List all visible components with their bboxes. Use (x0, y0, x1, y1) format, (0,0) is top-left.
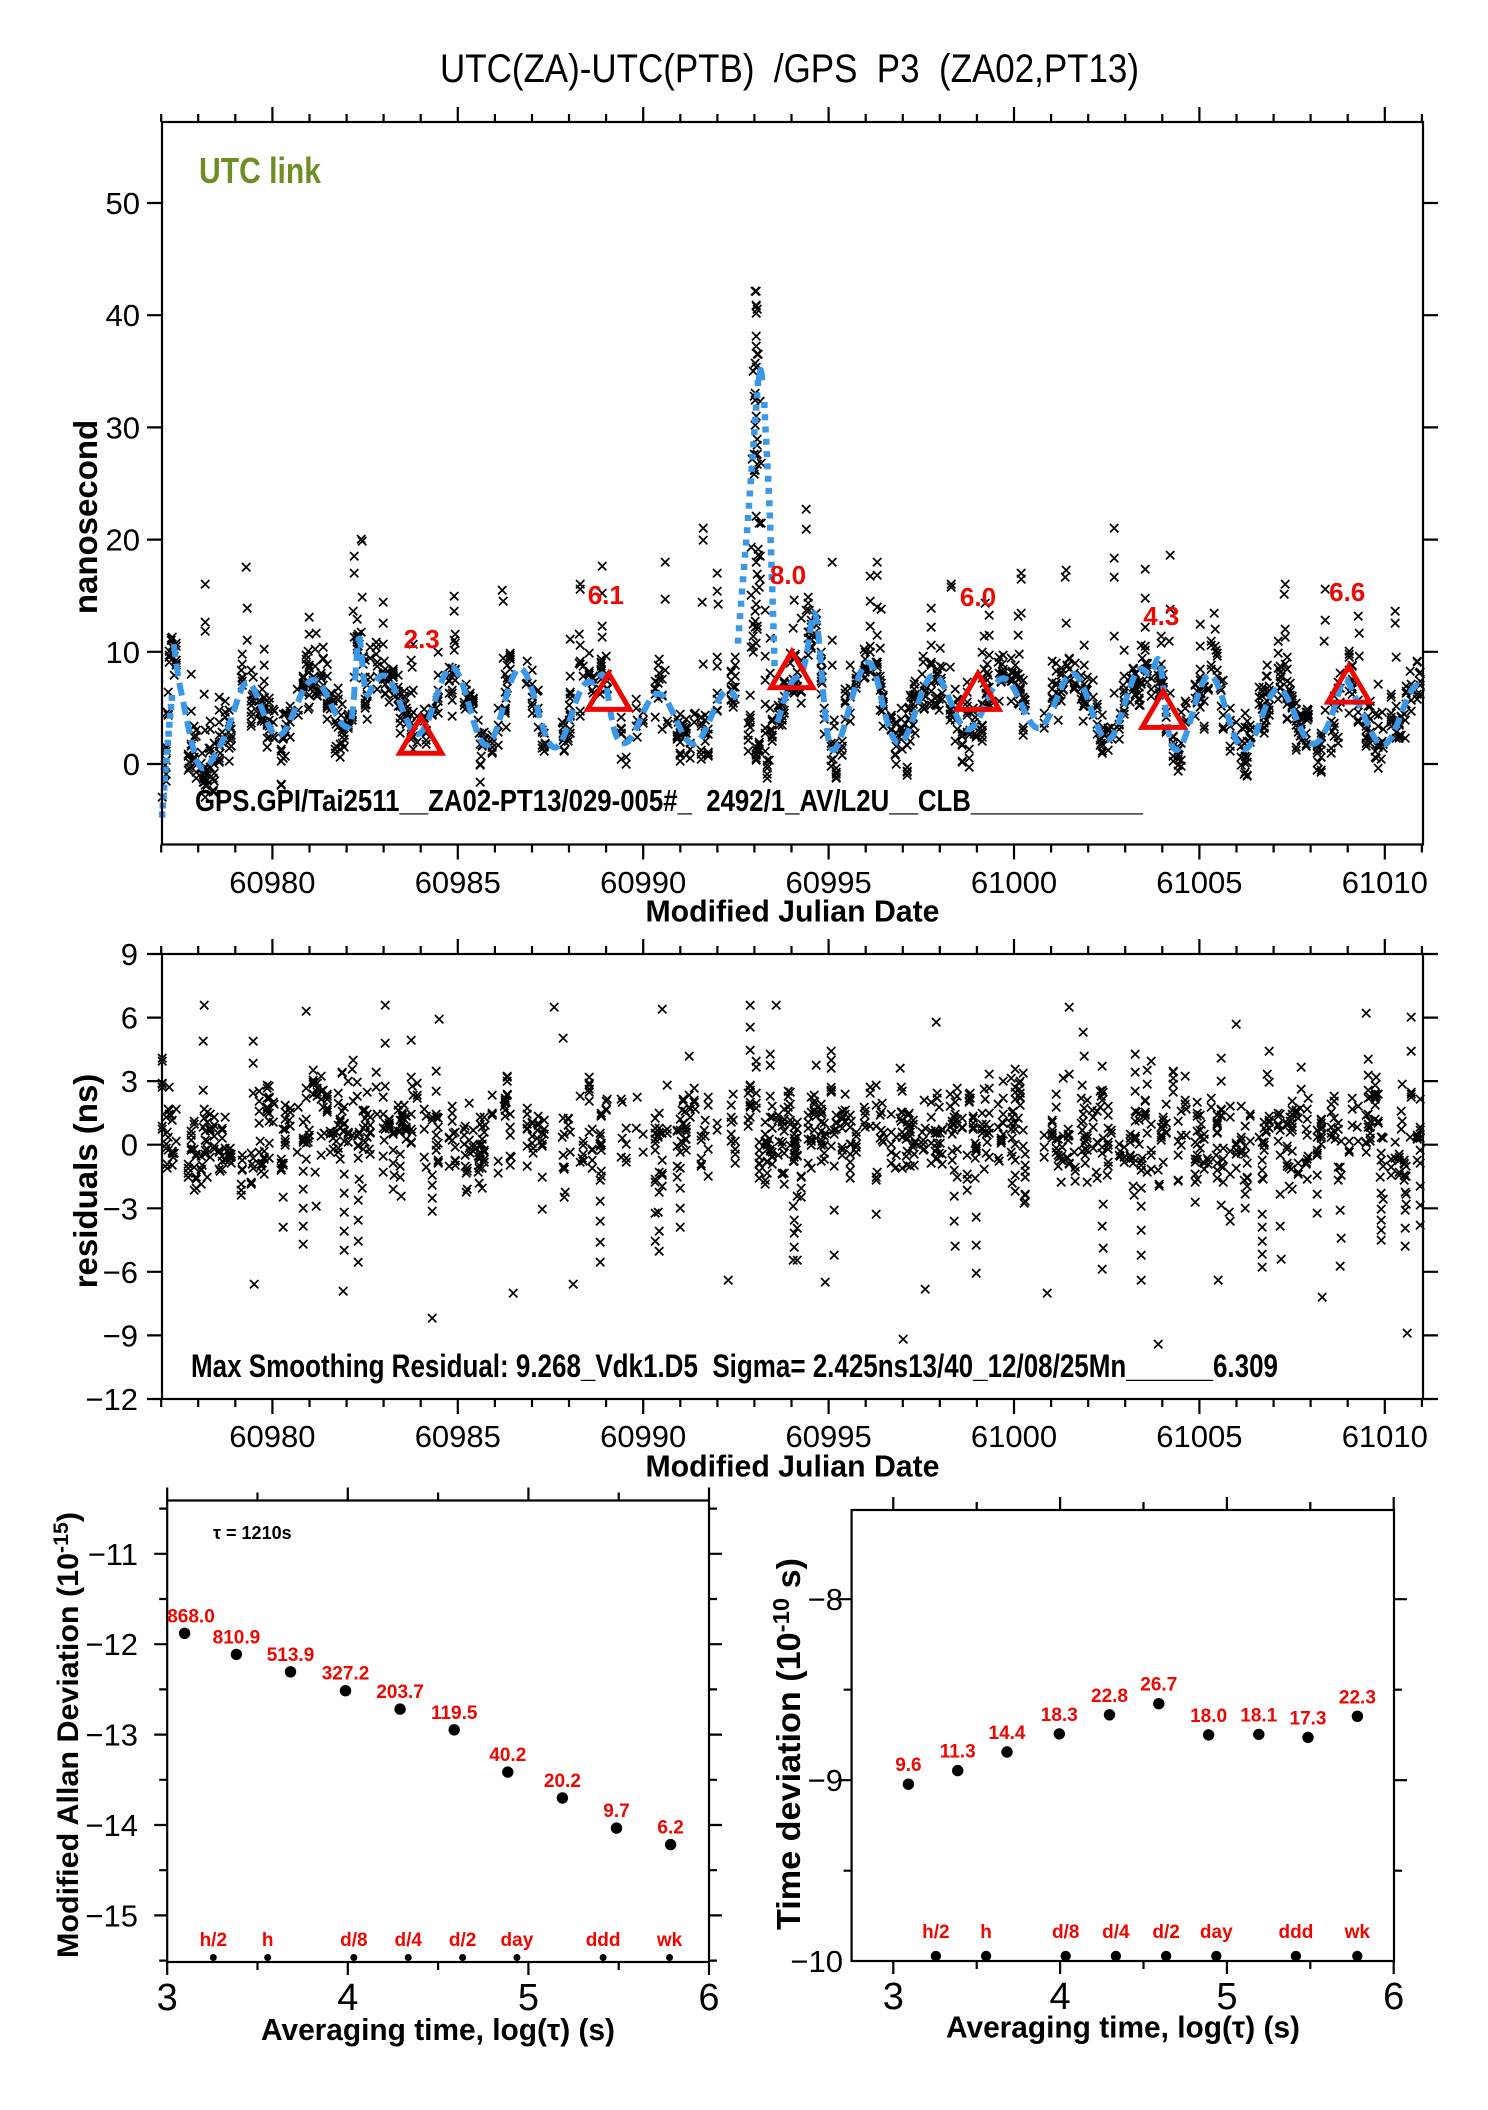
svg-text:4: 4 (1050, 1976, 1071, 2018)
svg-text:3: 3 (883, 1976, 904, 2018)
svg-text:UTC link: UTC link (199, 150, 322, 191)
svg-text:61000: 61000 (971, 1419, 1057, 1454)
svg-text:wk: wk (656, 1930, 683, 1951)
svg-text:6: 6 (1383, 1976, 1404, 2018)
svg-text:4: 4 (337, 1977, 358, 2019)
svg-text:6.2: 6.2 (657, 1818, 683, 1839)
svg-text:day: day (1200, 1922, 1233, 1943)
svg-text:Averaging time, log(τ) (s): Averaging time, log(τ) (s) (946, 2010, 1300, 2045)
svg-text:−13: −13 (85, 1718, 138, 1753)
svg-text:−10: −10 (790, 1944, 843, 1979)
svg-text:20: 20 (106, 523, 140, 558)
svg-text:6.0: 6.0 (960, 582, 996, 612)
svg-text:18.3: 18.3 (1041, 1705, 1078, 1726)
svg-text:5: 5 (1216, 1976, 1237, 2018)
svg-text:residuals (ns): residuals (ns) (67, 1074, 104, 1289)
svg-text:61000: 61000 (971, 865, 1057, 900)
svg-text:τ = 1210s: τ = 1210s (213, 1523, 292, 1543)
svg-text:60980: 60980 (229, 865, 315, 900)
svg-text:h: h (980, 1922, 992, 1943)
svg-text:6.6: 6.6 (1329, 577, 1365, 607)
svg-text:60990: 60990 (600, 1419, 686, 1454)
svg-text:0: 0 (121, 1128, 138, 1163)
svg-text:3: 3 (157, 1977, 178, 2019)
svg-text:d/2: d/2 (1152, 1922, 1179, 1943)
svg-text:wk: wk (1344, 1922, 1371, 1943)
svg-text:61005: 61005 (1156, 865, 1242, 900)
svg-text:10: 10 (106, 635, 140, 670)
svg-text:−9: −9 (103, 1318, 138, 1353)
svg-text:6.1: 6.1 (588, 580, 624, 610)
svg-text:8.0: 8.0 (770, 560, 806, 590)
svg-text:Modified Julian Date: Modified Julian Date (646, 1449, 940, 1484)
svg-text:d/4: d/4 (1102, 1922, 1130, 1943)
svg-text:60995: 60995 (785, 865, 871, 900)
svg-text:60980: 60980 (229, 1419, 315, 1454)
svg-text:60985: 60985 (415, 1419, 501, 1454)
svg-text:d/4: d/4 (394, 1930, 422, 1951)
svg-text:50: 50 (106, 186, 140, 221)
svg-text:d/2: d/2 (449, 1930, 476, 1951)
svg-text:30: 30 (106, 410, 140, 445)
svg-text:Modified Allan Deviation (10-1: Modified Allan Deviation (10-15) (50, 1512, 85, 1958)
svg-text:−11: −11 (88, 1537, 138, 1572)
svg-text:−6: −6 (103, 1255, 138, 1290)
svg-text:d/8: d/8 (340, 1930, 367, 1951)
svg-text:26.7: 26.7 (1140, 1675, 1177, 1696)
svg-text:3: 3 (121, 1064, 138, 1099)
svg-text:14.4: 14.4 (989, 1723, 1026, 1744)
svg-text:20.2: 20.2 (544, 1771, 581, 1792)
svg-text:−15: −15 (85, 1898, 138, 1933)
svg-text:22.8: 22.8 (1091, 1686, 1128, 1707)
svg-text:119.5: 119.5 (431, 1703, 478, 1724)
svg-text:9: 9 (121, 937, 138, 972)
svg-text:868.0: 868.0 (167, 1606, 215, 1627)
svg-text:day: day (501, 1930, 534, 1951)
svg-text:17.3: 17.3 (1290, 1708, 1327, 1729)
svg-text:61010: 61010 (1342, 1419, 1428, 1454)
svg-text:5: 5 (518, 1977, 539, 2019)
svg-text:60995: 60995 (785, 1419, 871, 1454)
svg-text:h/2: h/2 (922, 1922, 949, 1943)
svg-text:−12: −12 (85, 1627, 138, 1662)
svg-text:11.3: 11.3 (940, 1742, 976, 1763)
svg-text:Averaging time, log(τ) (s): Averaging time, log(τ) (s) (261, 2012, 615, 2047)
svg-text:h: h (262, 1930, 274, 1951)
svg-text:UTC(ZA)-UTC(PTB) /GPS P3 (Z: UTC(ZA)-UTC(PTB) /GPS P3 (ZA02,PT13) (440, 47, 1139, 91)
svg-text:−8: −8 (808, 1582, 843, 1617)
svg-text:6: 6 (698, 1977, 719, 2019)
svg-text:18.1: 18.1 (1240, 1705, 1277, 1726)
svg-text:9.7: 9.7 (603, 1801, 629, 1822)
svg-text:GPS.GPI/Tai2511__ZA02-PT13/029: GPS.GPI/Tai2511__ZA02-PT13/029-005#_ 249… (195, 783, 1144, 818)
svg-text:2.3: 2.3 (404, 624, 440, 654)
svg-text:60990: 60990 (600, 865, 686, 900)
svg-text:513.9: 513.9 (267, 1645, 315, 1666)
svg-text:Modified Julian Date: Modified Julian Date (646, 894, 940, 929)
svg-text:40.2: 40.2 (489, 1745, 526, 1766)
svg-text:6: 6 (121, 1001, 138, 1036)
svg-text:Max Smoothing Residual: 9.268_: Max Smoothing Residual: 9.268_Vdk1.D5 Si… (191, 1348, 1278, 1384)
svg-text:9.6: 9.6 (895, 1755, 921, 1776)
svg-text:327.2: 327.2 (322, 1664, 370, 1685)
svg-text:−9: −9 (808, 1763, 843, 1798)
svg-text:40: 40 (106, 298, 140, 333)
svg-text:−3: −3 (103, 1191, 138, 1226)
svg-text:nanosecond: nanosecond (67, 420, 104, 614)
svg-text:ddd: ddd (586, 1930, 621, 1951)
svg-text:d/8: d/8 (1052, 1922, 1079, 1943)
svg-text:−14: −14 (85, 1808, 138, 1843)
svg-text:60985: 60985 (415, 865, 501, 900)
svg-text:810.9: 810.9 (213, 1627, 261, 1648)
svg-text:22.3: 22.3 (1339, 1687, 1376, 1708)
svg-text:203.7: 203.7 (376, 1682, 424, 1703)
svg-text:4.3: 4.3 (1143, 601, 1179, 631)
svg-text:−12: −12 (85, 1382, 138, 1417)
svg-text:ddd: ddd (1278, 1922, 1313, 1943)
svg-text:61010: 61010 (1342, 865, 1428, 900)
svg-text:61005: 61005 (1156, 1419, 1242, 1454)
svg-text:h/2: h/2 (200, 1930, 227, 1951)
svg-text:0: 0 (123, 747, 140, 782)
svg-text:18.0: 18.0 (1190, 1706, 1227, 1727)
